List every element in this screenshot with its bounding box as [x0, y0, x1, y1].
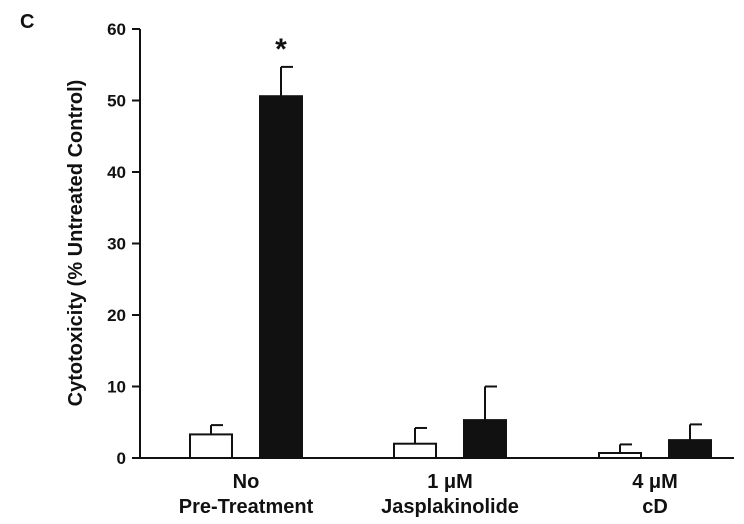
filled-bar	[463, 419, 507, 460]
y-tick-label: 20	[107, 306, 126, 325]
y-tick-label: 50	[107, 92, 126, 111]
significance-marker: *	[275, 33, 287, 66]
open-bar	[393, 442, 437, 460]
filled-bar	[259, 95, 303, 460]
category-label: 1 μM	[427, 471, 473, 493]
y-tick-label: 60	[107, 20, 126, 39]
filled-bar	[668, 439, 712, 459]
y-axis-title: Cytotoxicity (% Untreated Control)	[65, 80, 87, 407]
y-tick-label: 40	[107, 163, 126, 182]
y-tick-label: 0	[117, 449, 126, 468]
category-label: cD	[642, 496, 668, 518]
category-label: No	[233, 471, 260, 493]
labels-group: 0 10 20 30 40 50 60 * No Pre-Treatment 1 μM Jasplak…	[107, 20, 678, 518]
category-label: Pre-Treatment	[179, 496, 314, 518]
category-label: 4 μM	[632, 471, 678, 493]
axes-group	[132, 28, 734, 459]
bars-group	[189, 65, 712, 460]
y-tick-label: 30	[107, 235, 126, 254]
open-bar	[598, 451, 642, 459]
panel-label: C	[20, 11, 34, 33]
y-tick-label: 10	[107, 378, 126, 397]
category-label: Jasplakinolide	[381, 496, 519, 518]
open-bar	[189, 433, 233, 459]
